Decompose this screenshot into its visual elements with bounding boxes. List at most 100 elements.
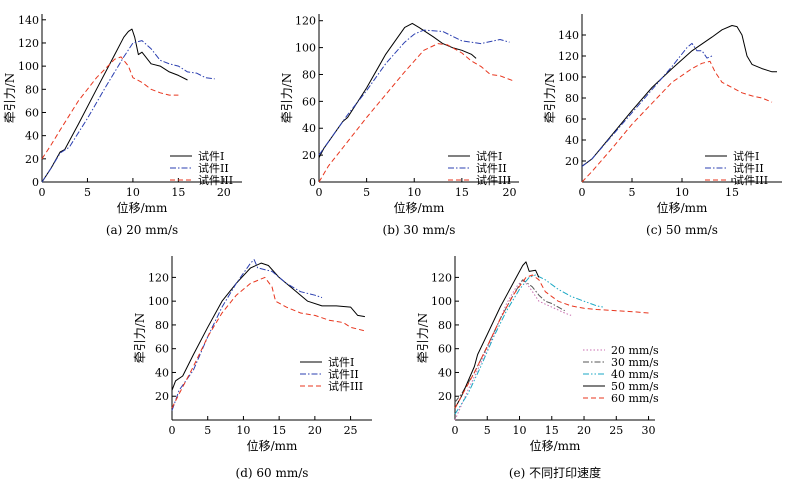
- y-tick-label: 120: [295, 15, 316, 28]
- panel-caption: (e) 不同打印速度: [509, 465, 601, 480]
- x-tick-label: 0: [169, 424, 176, 437]
- y-tick-label: 60: [302, 95, 316, 108]
- chart-panel-2: 0 5 10 1520406080100120140位移/mm牵引力/N试件I试件II…: [543, 14, 782, 237]
- y-tick-label: 0: [309, 176, 316, 189]
- y-tick-label: 120: [431, 271, 452, 284]
- x-tick-label: 15: [171, 186, 185, 199]
- y-tick-label: 100: [295, 42, 316, 55]
- x-tick-label: 0: [452, 424, 459, 437]
- legend-label: 试件I: [328, 356, 354, 369]
- y-tick-label: 40: [438, 366, 452, 379]
- panel-caption: (a) 20 mm/s: [106, 223, 178, 237]
- chart-panel-0: 0 5 10 15 20020406080100120140位移/mm牵引力/N试件I试…: [3, 14, 242, 237]
- legend-label: 60 mm/s: [611, 392, 659, 405]
- x-tick-label: 0: [579, 186, 586, 199]
- panel-caption: (b) 30 mm/s: [383, 223, 456, 237]
- legend-label: 试件III: [198, 174, 233, 187]
- y-axis-label: 牵引力/N: [280, 73, 294, 124]
- legend-label: 试件III: [328, 380, 363, 393]
- chart-panel-1: 0 5 10 15 20020406080100120位移/mm牵引力/N试件I试件II…: [280, 14, 519, 237]
- y-tick-label: 100: [558, 71, 579, 84]
- y-tick-label: 40: [25, 130, 39, 143]
- series-line-0: [318, 22, 477, 159]
- x-tick-label: 15: [455, 186, 469, 199]
- y-axis-label: 牵引力/N: [3, 73, 17, 124]
- y-tick-label: 20: [438, 390, 452, 403]
- y-tick-label: 40: [565, 134, 579, 147]
- y-tick-label: 20: [25, 153, 39, 166]
- y-axis-label: 牵引力/N: [416, 313, 430, 364]
- y-tick-label: 80: [25, 83, 39, 96]
- series-line-0: [581, 25, 777, 167]
- y-axis-label: 牵引力/N: [133, 313, 147, 364]
- x-tick-label: 30: [642, 424, 656, 437]
- x-tick-label: 20: [577, 424, 591, 437]
- legend-label: 试件I: [198, 150, 224, 163]
- y-tick-label: 40: [302, 122, 316, 135]
- series-line-1: [581, 42, 713, 167]
- x-tick-label: 5: [84, 186, 91, 199]
- x-tick-label: 5: [363, 186, 370, 199]
- y-tick-label: 20: [302, 149, 316, 162]
- x-tick-label: 5: [204, 424, 211, 437]
- series-line-2: [171, 276, 366, 409]
- y-tick-label: 100: [148, 295, 169, 308]
- y-tick-label: 60: [438, 343, 452, 356]
- x-tick-label: 10: [513, 424, 527, 437]
- series-line-2: [318, 43, 515, 183]
- legend-label: 试件II: [328, 368, 359, 381]
- y-tick-label: 60: [565, 113, 579, 126]
- x-tick-label: 20: [308, 424, 322, 437]
- x-tick-label: 0: [316, 186, 323, 199]
- y-tick-label: 120: [558, 50, 579, 63]
- x-tick-label: 15: [725, 186, 739, 199]
- y-tick-label: 140: [558, 29, 579, 42]
- series-line-1: [171, 259, 323, 411]
- y-tick-label: 80: [155, 319, 169, 332]
- y-tick-label: 120: [18, 37, 39, 50]
- x-tick-label: 20: [217, 186, 231, 199]
- series-line-0: [171, 262, 365, 391]
- x-tick-label: 10: [126, 186, 140, 199]
- legend-label: 20 mm/s: [611, 344, 659, 357]
- x-tick-label: 10: [407, 186, 421, 199]
- series-line-1: [41, 40, 215, 183]
- x-tick-label: 10: [236, 424, 250, 437]
- x-tick-label: 10: [675, 186, 689, 199]
- x-tick-label: 5: [484, 424, 491, 437]
- legend-label: 试件I: [733, 150, 759, 163]
- y-tick-label: 20: [155, 390, 169, 403]
- y-tick-label: 0: [32, 176, 39, 189]
- series-line-2: [581, 60, 773, 183]
- y-axis-label: 牵引力/N: [543, 73, 557, 124]
- x-tick-label: 0: [39, 186, 46, 199]
- x-tick-label: 15: [272, 424, 286, 437]
- y-tick-label: 80: [438, 319, 452, 332]
- series-line-0: [454, 279, 572, 421]
- y-tick-label: 40: [155, 366, 169, 379]
- x-axis-label: 位移/mm: [117, 200, 168, 215]
- legend-label: 试件III: [476, 174, 511, 187]
- y-tick-label: 80: [565, 92, 579, 105]
- series-line-2: [41, 56, 179, 160]
- legend-label: 试件III: [733, 174, 768, 187]
- x-axis-label: 位移/mm: [247, 438, 298, 453]
- x-axis-label: 位移/mm: [394, 200, 445, 215]
- x-axis-label: 位移/mm: [530, 438, 581, 453]
- x-tick-label: 15: [545, 424, 559, 437]
- panel-caption: (c) 50 mm/s: [646, 223, 718, 237]
- y-tick-label: 120: [148, 271, 169, 284]
- legend-label: 试件II: [476, 162, 507, 175]
- y-tick-label: 140: [18, 14, 39, 27]
- series-line-0: [41, 28, 188, 183]
- x-tick-label: 25: [344, 424, 358, 437]
- legend-label: 50 mm/s: [611, 380, 659, 393]
- y-tick-label: 100: [18, 60, 39, 73]
- y-tick-label: 60: [25, 106, 39, 119]
- legend-label: 试件II: [198, 162, 229, 175]
- series-line-2: [454, 274, 604, 415]
- legend-label: 试件I: [476, 150, 502, 163]
- series-line-1: [318, 29, 510, 156]
